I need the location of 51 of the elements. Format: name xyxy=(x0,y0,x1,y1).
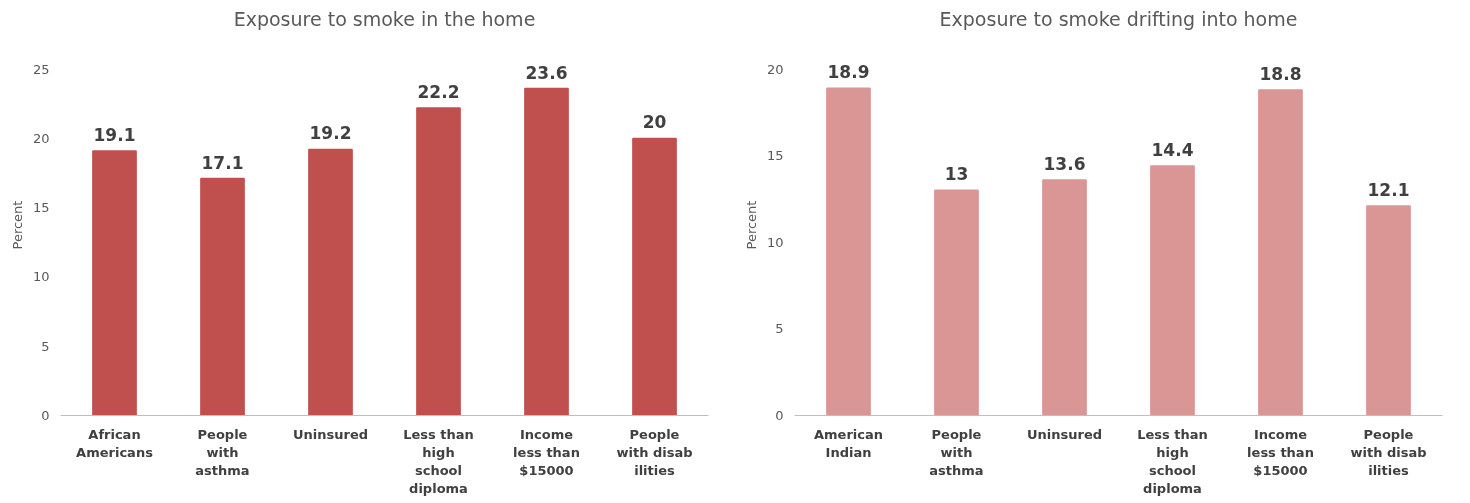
data-label: 13 xyxy=(944,164,969,185)
x-tick-label: African Americans xyxy=(76,426,154,460)
bar xyxy=(1150,165,1195,416)
bar xyxy=(1366,205,1411,416)
y-tick-label: 0 xyxy=(775,408,784,423)
x-tick-label: Uninsured xyxy=(1026,426,1103,442)
bar xyxy=(92,150,137,416)
x-tick-label: Less than high school diploma xyxy=(403,426,474,496)
data-label: 22.2 xyxy=(417,81,460,102)
data-label: 23.6 xyxy=(525,62,568,83)
bar xyxy=(826,87,871,416)
bar xyxy=(200,177,245,416)
bar xyxy=(934,189,979,416)
bar xyxy=(308,148,353,416)
data-label: 12.1 xyxy=(1367,179,1410,200)
chart-title: Exposure to smoke in the home xyxy=(233,7,536,30)
y-tick-label: 20 xyxy=(32,130,50,146)
x-tick-label: Income less than $15000 xyxy=(1247,426,1314,478)
x-tick-label: Income less than $15000 xyxy=(513,426,580,478)
x-tick-label: People with asthma xyxy=(195,426,250,478)
y-tick-label: 25 xyxy=(32,61,50,77)
data-label: 18.8 xyxy=(1259,63,1302,84)
x-tick-label: American Indian xyxy=(813,426,884,460)
y-tick-label: 10 xyxy=(32,269,50,285)
bar xyxy=(1042,179,1087,416)
data-label: 14.4 xyxy=(1151,140,1194,161)
y-tick-label: 15 xyxy=(766,148,784,164)
bar xyxy=(416,107,461,416)
data-label: 19.2 xyxy=(309,123,352,144)
data-label: 17.1 xyxy=(201,152,244,173)
data-label: 18.9 xyxy=(827,62,870,83)
x-tick-label: People with asthma xyxy=(929,426,984,478)
y-tick-label: 10 xyxy=(766,234,784,250)
data-label: 19.1 xyxy=(93,124,136,145)
x-tick-label: People with disabilities xyxy=(616,426,693,478)
y-tick-label: 20 xyxy=(766,61,784,77)
data-label: 20 xyxy=(642,112,667,133)
x-tick-label: Less than high school diploma xyxy=(1137,426,1208,496)
bar xyxy=(1258,89,1303,416)
y-tick-label: 0 xyxy=(41,408,50,423)
y-tick-label: 15 xyxy=(32,200,50,216)
y-tick-label: 5 xyxy=(41,338,50,354)
y-axis-title: Percent xyxy=(743,200,759,250)
y-axis-title: Percent xyxy=(9,200,25,250)
x-tick-label: Uninsured xyxy=(292,426,369,442)
bar xyxy=(632,137,677,416)
y-tick-label: 5 xyxy=(775,321,784,337)
bar xyxy=(524,87,569,416)
x-tick-label: People with disabilities xyxy=(1350,426,1427,478)
data-label: 13.6 xyxy=(1043,153,1086,174)
chart-title: Exposure to smoke drifting into home xyxy=(939,7,1298,30)
